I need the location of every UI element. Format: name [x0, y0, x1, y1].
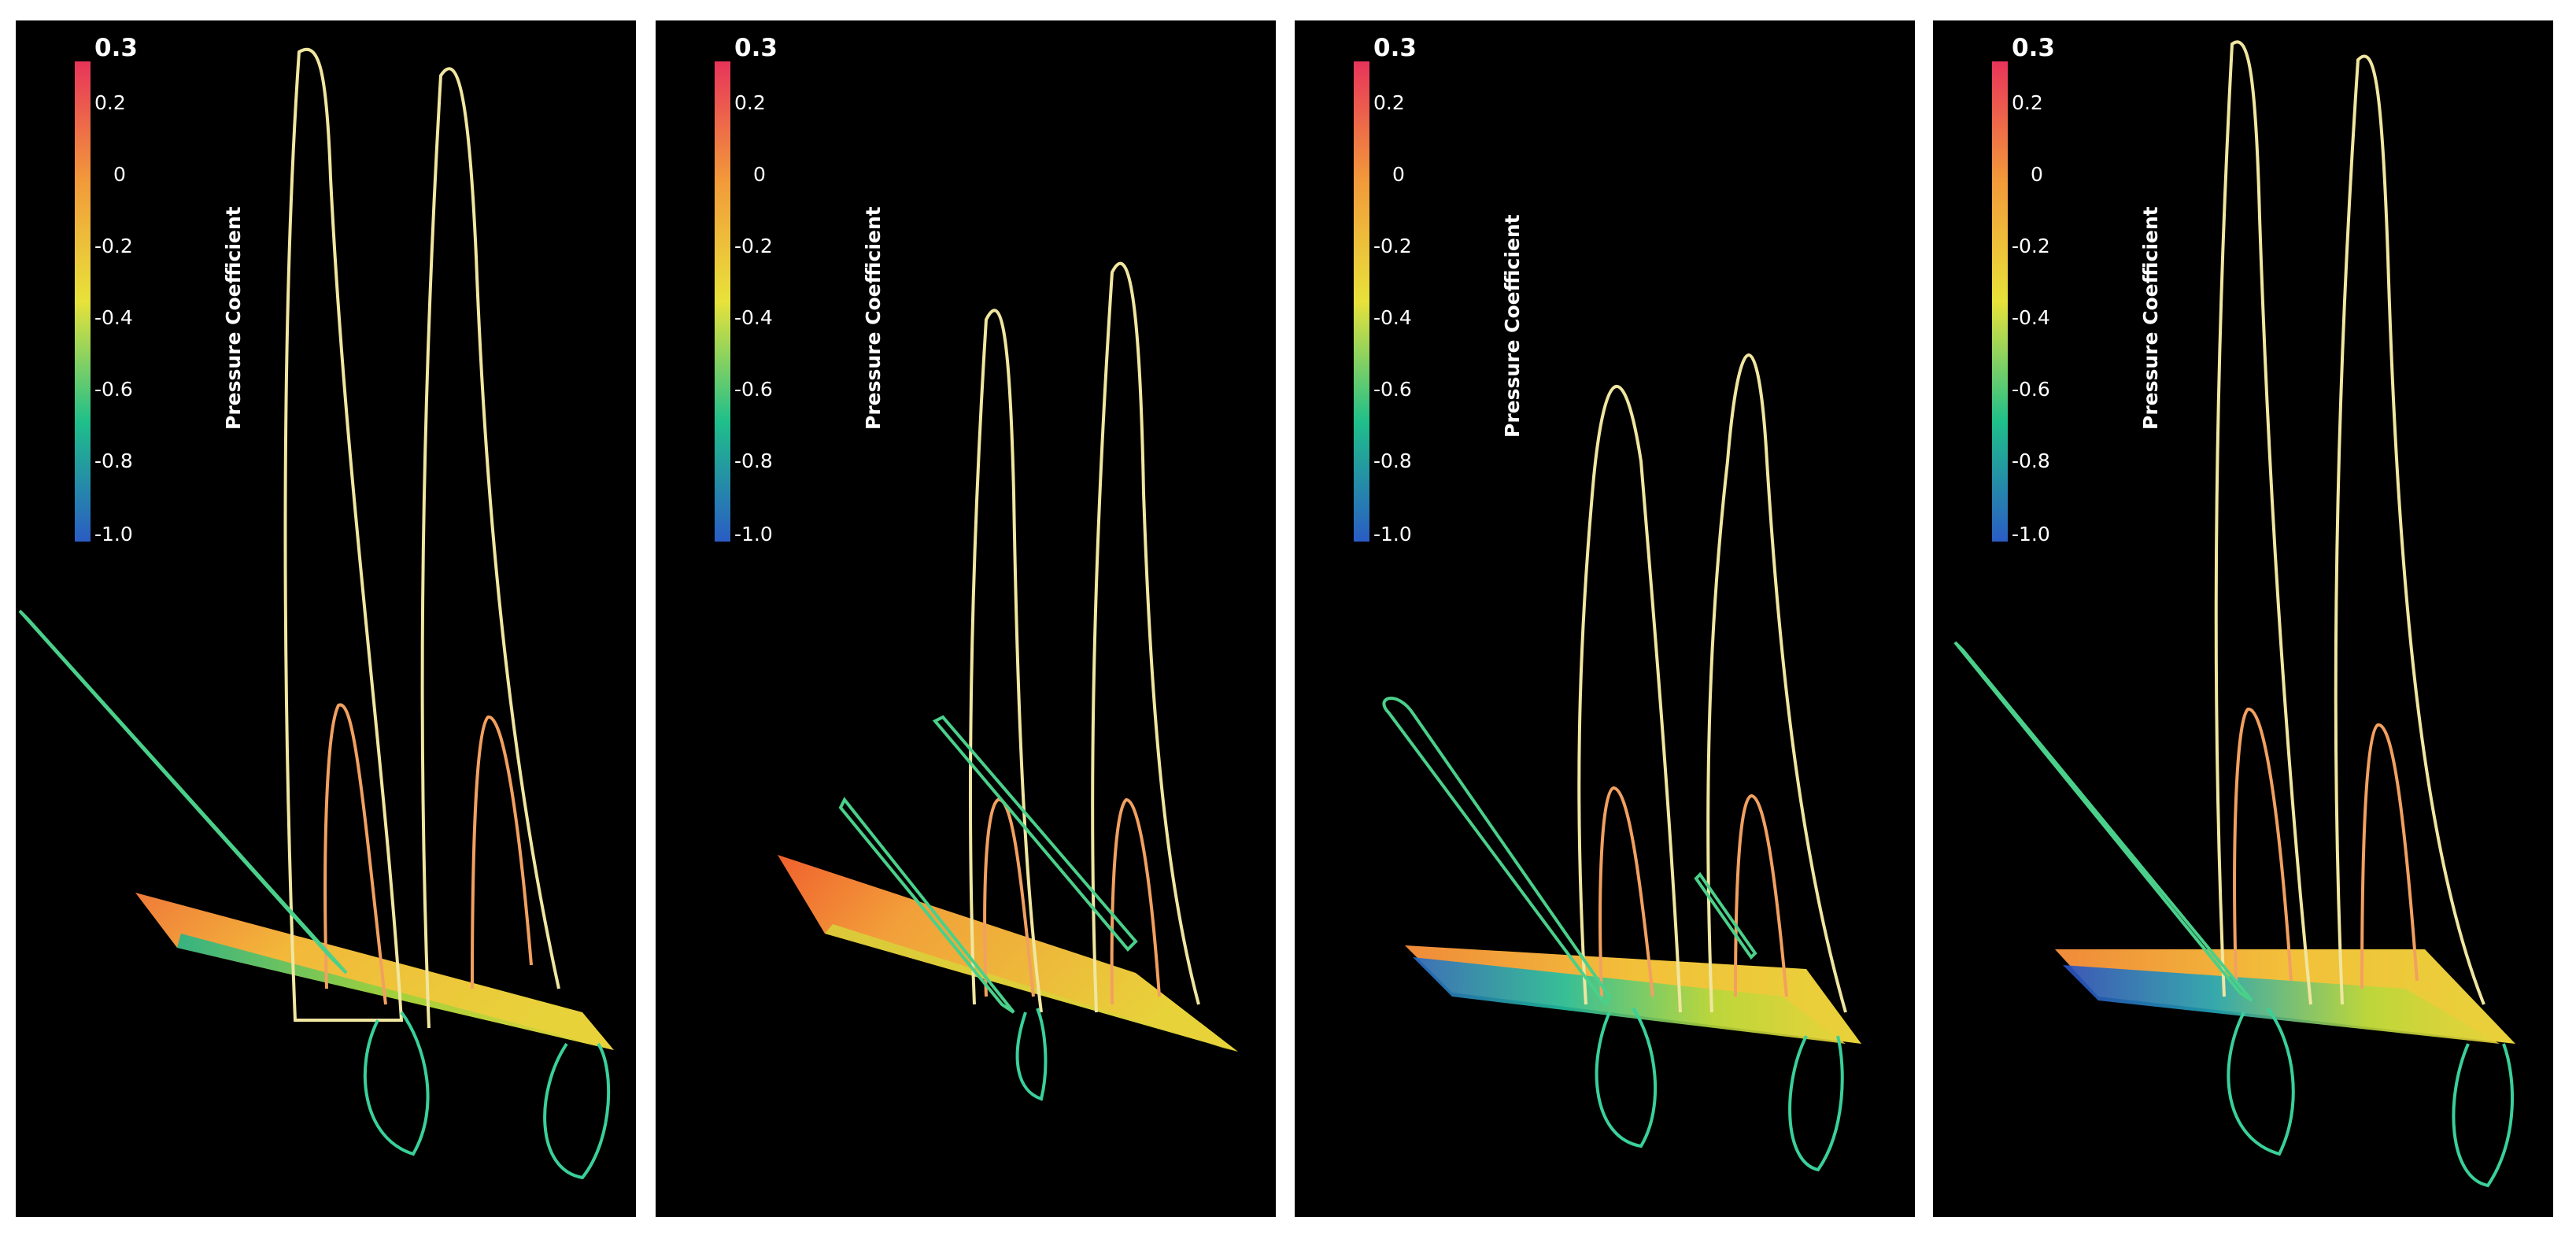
colorbar-tick-label: -1.0: [94, 523, 133, 546]
flow-visualization-3: [1354, 61, 1861, 1172]
colorbar-tick-label: 0: [753, 163, 766, 186]
colorbar-tick-label: 0.2: [1373, 91, 1405, 114]
colorbar-tick-label: 0.3: [94, 34, 138, 62]
colorbar-tick-label: -0.2: [94, 235, 133, 257]
colorbar-tick-label: -0.4: [734, 306, 773, 329]
streamline-loop: [2452, 1043, 2515, 1188]
colorbar-title: Pressure Coefficient: [1501, 214, 1524, 438]
colorbar: [75, 61, 91, 542]
wing-underside: [2063, 965, 2500, 1044]
colorbar-tick-label: 0: [2031, 163, 2043, 186]
colorbar-tick-label: -1.0: [1373, 523, 1412, 546]
streamline-loop: [1788, 1035, 1844, 1172]
colorbar-tick-label: -1.0: [734, 523, 773, 546]
streamline-loop: [1382, 697, 1612, 1008]
streamline-loop: [2233, 707, 2293, 982]
colorbar-tick-label: 0.2: [94, 91, 126, 114]
view-panel-3: 0.3 0.2 0 -0.2 -0.4 -0.6 -0.8 -1.0 Press…: [1295, 20, 1915, 1217]
colorbar-title: Pressure Coefficient: [222, 206, 245, 430]
streamline-loop: [969, 309, 1043, 1013]
colorbar-tick-label: 0.3: [734, 34, 778, 62]
streamline-loop: [1598, 786, 1654, 997]
streamline-loop: [2360, 723, 2419, 989]
wing-underside: [1413, 957, 1846, 1044]
colorbar: [1992, 61, 2008, 542]
colorbar-tick-label: 0.2: [734, 91, 766, 114]
colorbar-tick-label: -0.4: [2012, 306, 2050, 329]
flow-visualization-1: [18, 47, 614, 1180]
view-panel-1: 0.3 0.2 0 -0.2 -0.4 -0.6 -0.8 -1.0 Press…: [16, 20, 636, 1217]
colorbar-tick-label: -1.0: [2012, 523, 2050, 546]
streamline-loop: [323, 703, 387, 1005]
colorbar-tick-label: 0.2: [2012, 91, 2043, 114]
wing-surface: [778, 855, 1238, 1052]
colorbar-tick-label: -0.4: [1373, 306, 1412, 329]
streamline-loop: [283, 47, 404, 1022]
streamline-loop: [1734, 793, 1788, 997]
colorbar-tick-label: -0.6: [734, 378, 773, 401]
streamline-loop: [420, 67, 560, 1029]
colorbar-tick-label: 0: [113, 163, 126, 186]
streamline-loop: [1694, 871, 1757, 960]
streamline-loop: [2227, 1007, 2295, 1156]
flow-visualization-2: [715, 61, 1238, 1101]
streamline-loop: [1595, 1007, 1658, 1148]
streamline-loop: [543, 1042, 611, 1180]
colorbar: [1354, 61, 1369, 542]
streamline-loop: [932, 715, 1138, 952]
streamline-loop: [471, 716, 533, 989]
streamline-loop: [363, 1011, 430, 1156]
colorbar-tick-label: -0.6: [94, 378, 133, 401]
streamline-loop: [838, 797, 1015, 1014]
colorbar-tick-label: -0.4: [94, 306, 133, 329]
wing-underside: [177, 934, 614, 1050]
streamline-loop: [1091, 261, 1200, 1013]
colorbar-tick-label: 0.3: [1373, 34, 1417, 62]
colorbar-tick-label: -0.8: [94, 449, 133, 472]
colorbar-tick-label: -0.6: [2012, 378, 2050, 401]
streamline-loop: [1015, 1008, 1048, 1101]
colorbar-tick-label: -0.8: [734, 449, 773, 472]
streamline-loop: [1706, 353, 1847, 1013]
view-panel-4: 0.3 0.2 0 -0.2 -0.4 -0.6 -0.8 -1.0 Press…: [1933, 20, 2553, 1217]
wing-surface: [135, 893, 614, 1050]
colorbar-tick-label: 0.3: [2012, 34, 2055, 62]
colorbar-tick-label: -0.2: [1373, 235, 1412, 257]
streamline-loop: [2214, 40, 2312, 1005]
flow-visualization-4: [1953, 40, 2515, 1188]
colorbar-tick-label: -0.6: [1373, 378, 1412, 401]
colorbar-tick-label: -0.8: [2012, 449, 2050, 472]
view-panel-2: 0.3 0.2 0 -0.2 -0.4 -0.6 -0.8 -1.0 Press…: [656, 20, 1276, 1217]
streamline-loop: [1577, 385, 1682, 1013]
streamline-loop: [2334, 54, 2485, 1005]
streamline-loop: [983, 797, 1035, 997]
colorbar-title: Pressure Coefficient: [862, 206, 885, 430]
colorbar-tick-label: 0: [1392, 163, 1405, 186]
colorbar-tick-label: -0.2: [734, 235, 773, 257]
streamline-loop: [1953, 641, 2253, 1002]
streamline-loop: [18, 609, 348, 975]
colorbar-title: Pressure Coefficient: [2139, 206, 2162, 430]
colorbar: [715, 61, 730, 542]
colorbar-tick-label: -0.8: [1373, 449, 1412, 472]
colorbar-tick-label: -0.2: [2012, 235, 2050, 257]
streamline-loop: [1110, 797, 1161, 1005]
